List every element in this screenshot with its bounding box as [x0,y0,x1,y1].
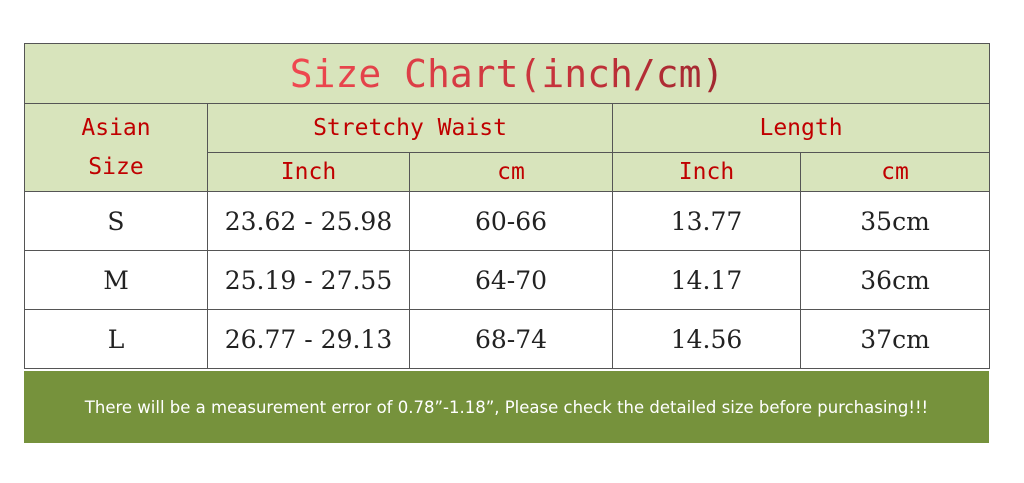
waist-inch-cell: 26.77 - 29.13 [207,309,410,369]
header-stretchy-waist: Stretchy Waist [207,103,613,153]
length-inch-cell: 13.77 [612,191,801,251]
table-row: S 23.62 - 25.98 60-66 13.77 35cm [24,191,991,251]
size-cell: L [24,309,208,369]
waist-cm-cell: 64-70 [409,250,613,310]
length-cm-cell: 36cm [799,250,991,310]
header-length: Length [611,103,991,153]
waist-inch-cell: 25.19 - 27.55 [207,250,410,310]
table-row: M 25.19 - 27.55 64-70 14.17 36cm [24,250,991,310]
header-asian-size: Asian Size [24,103,208,192]
length-cm-cell: 37cm [799,309,991,369]
length-inch-cell: 14.17 [612,250,801,310]
waist-cm-cell: 68-74 [409,309,613,369]
subheader-length-cm: cm [799,152,991,192]
size-cell: M [24,250,208,310]
subheader-waist-cm: cm [409,152,613,192]
chart-title: Size Chart(inch/cm) [23,43,991,104]
subheader-length-inch: Inch [612,152,801,192]
length-cm-cell: 35cm [799,191,991,251]
size-chart-table: Size Chart(inch/cm) Asian Size Stretchy … [23,43,991,369]
subheader-waist-inch: Inch [207,152,410,192]
waist-cm-cell: 60-66 [409,191,613,251]
size-cell: S [24,191,208,251]
table-row: L 26.77 - 29.13 68-74 14.56 37cm [24,309,991,369]
waist-inch-cell: 23.62 - 25.98 [207,191,410,251]
measurement-note: There will be a measurement error of 0.7… [24,371,989,443]
length-inch-cell: 14.56 [612,309,801,369]
